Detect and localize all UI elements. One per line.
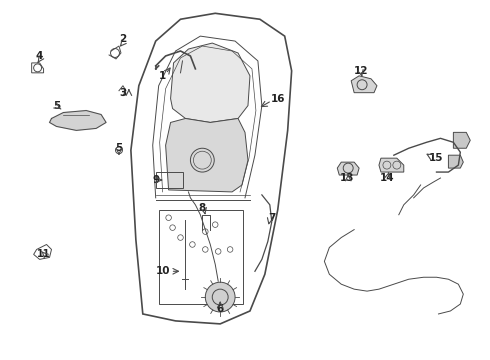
Text: 4: 4: [36, 51, 43, 61]
Text: 11: 11: [37, 249, 50, 260]
Text: 16: 16: [270, 94, 285, 104]
Text: 3: 3: [120, 88, 126, 98]
Text: 15: 15: [429, 153, 444, 163]
Circle shape: [205, 282, 235, 312]
Text: 5: 5: [115, 143, 122, 153]
Text: 1: 1: [159, 71, 166, 81]
Polygon shape: [166, 118, 248, 192]
Text: 5: 5: [53, 100, 60, 111]
Polygon shape: [379, 158, 404, 172]
Bar: [159, 210, 243, 304]
Text: 7: 7: [268, 213, 275, 223]
Text: 2: 2: [120, 34, 126, 44]
Text: 8: 8: [199, 203, 206, 213]
Text: 12: 12: [354, 66, 368, 76]
Text: 14: 14: [380, 173, 394, 183]
Bar: [156, 172, 183, 188]
Text: 10: 10: [155, 266, 170, 276]
Text: 9: 9: [152, 175, 159, 185]
Text: 6: 6: [217, 304, 224, 314]
Text: 13: 13: [340, 173, 354, 183]
Polygon shape: [351, 76, 377, 93]
Polygon shape: [171, 43, 250, 122]
Polygon shape: [49, 111, 106, 130]
Polygon shape: [448, 155, 464, 168]
Polygon shape: [337, 162, 359, 175]
Polygon shape: [453, 132, 470, 148]
